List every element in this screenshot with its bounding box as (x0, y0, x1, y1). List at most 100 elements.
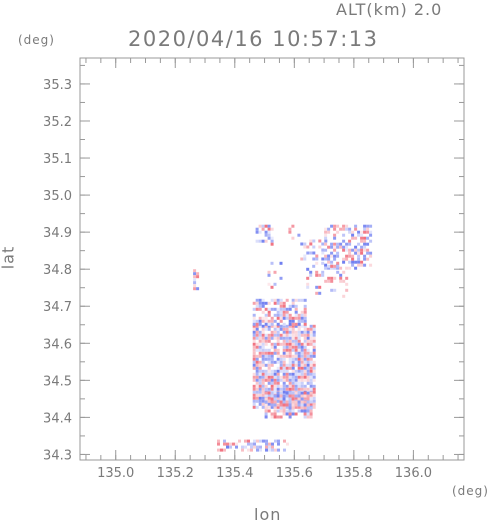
y-tick-label: 34.6 (43, 337, 72, 352)
x-tick-label: 135.0 (97, 466, 134, 481)
echo-cell (279, 403, 283, 407)
echo-cell (282, 324, 286, 328)
echo-cell (229, 442, 232, 446)
echo-cell (294, 336, 298, 340)
echo-cell (276, 310, 280, 314)
echo-cell (303, 415, 307, 419)
echo-cell (255, 387, 259, 391)
echo-cell (258, 384, 262, 388)
echo-cell (261, 399, 265, 403)
echo-cell (294, 304, 298, 308)
echo-cell (309, 378, 313, 382)
echo-cell (255, 375, 259, 379)
echo-cell (270, 400, 274, 404)
echo-cell (270, 357, 274, 361)
echo-cell (285, 351, 289, 355)
echo-cell (291, 369, 295, 373)
echo-cell (303, 375, 307, 379)
echo-cell (267, 372, 271, 376)
echo-cell (330, 254, 334, 258)
x-tick-label: 135.8 (335, 466, 372, 481)
echo-cell (318, 239, 322, 243)
echo-cell (276, 324, 280, 328)
echo-cell (193, 275, 197, 279)
echo-cell (327, 264, 331, 268)
echo-cell (261, 375, 265, 379)
echo-cell (279, 397, 283, 401)
echo-cell (303, 360, 307, 364)
echo-cell (252, 351, 256, 355)
y-tick-label: 34.4 (43, 411, 72, 426)
echo-cell (294, 396, 298, 400)
echo-cell (258, 298, 262, 302)
echo-cell (253, 445, 256, 449)
echo-cell (270, 261, 274, 265)
echo-cell (309, 336, 313, 340)
echo-cell (306, 351, 310, 355)
echo-cell (303, 322, 307, 326)
echo-cell (360, 230, 364, 234)
echo-cell (297, 354, 301, 358)
echo-cell (303, 313, 307, 317)
echo-cell (300, 257, 304, 261)
echo-cell (357, 233, 361, 237)
echo-cell (294, 345, 298, 349)
echo-cell (276, 342, 280, 346)
echo-cell (309, 406, 313, 410)
echo-cell (336, 254, 340, 258)
echo-cell (261, 363, 265, 367)
echo-cell (363, 236, 367, 240)
echo-cell (303, 330, 307, 334)
echo-cell (273, 307, 277, 311)
echo-cell (267, 396, 271, 400)
echo-cell (309, 324, 313, 328)
echo-cell (303, 412, 307, 416)
echo-cell (282, 327, 286, 331)
echo-cell (306, 357, 310, 361)
echo-cell (300, 316, 304, 320)
echo-cell (303, 357, 307, 361)
echo-cell (247, 442, 250, 446)
echo-cell (276, 327, 280, 331)
echo-cell (255, 322, 259, 326)
echo-cell (267, 402, 271, 406)
echo-cell (345, 245, 349, 249)
echo-cell (339, 227, 343, 231)
echo-cell (267, 351, 271, 355)
echo-cell (351, 248, 355, 252)
echo-cell (255, 304, 259, 308)
echo-cell (261, 327, 265, 331)
echo-cell (264, 333, 268, 337)
echo-cell (267, 357, 271, 361)
echo-cell (312, 360, 316, 364)
echo-cell (294, 342, 298, 346)
echo-cell (309, 354, 313, 358)
echo-cell (306, 387, 310, 391)
echo-cell (267, 319, 271, 323)
echo-cell (282, 307, 286, 311)
echo-cell (363, 248, 367, 252)
echo-cell (261, 393, 265, 397)
echo-cell (264, 406, 268, 410)
echo-cell (312, 336, 316, 340)
echo-cell (342, 224, 346, 228)
echo-cell (300, 381, 304, 385)
echo-cell (303, 369, 307, 373)
echo-cell (312, 375, 316, 379)
echo-cell (196, 275, 200, 279)
echo-cell (309, 351, 313, 355)
echo-cell (294, 412, 298, 416)
echo-cell (312, 251, 316, 255)
echo-cell (273, 348, 277, 352)
echo-cell (258, 342, 262, 346)
echo-cell (306, 412, 310, 416)
echo-cell (279, 375, 283, 379)
echo-cell (288, 227, 292, 231)
echo-cell (294, 339, 298, 343)
echo-cell (273, 390, 277, 394)
echo-cell (333, 224, 337, 228)
echo-cell (226, 445, 229, 449)
echo-cell (324, 233, 328, 237)
echo-cell (342, 270, 346, 274)
